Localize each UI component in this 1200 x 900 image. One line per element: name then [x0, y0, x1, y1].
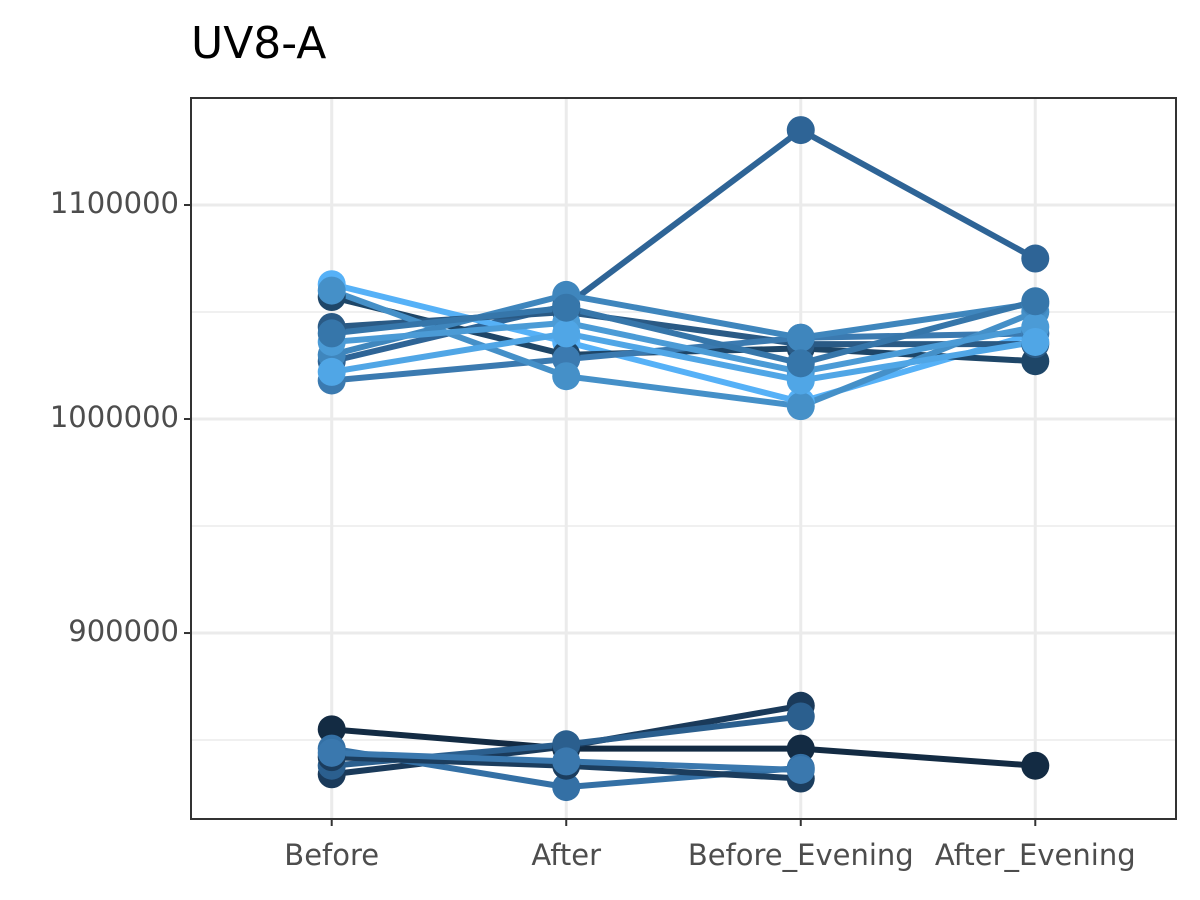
- series-line: [331, 319, 1036, 375]
- point: [552, 293, 581, 322]
- point: [317, 715, 346, 744]
- series-line: [331, 330, 1036, 384]
- series-line: [330, 281, 1037, 405]
- x-tick-label: After: [531, 838, 601, 872]
- point: [786, 116, 815, 145]
- point: [786, 349, 815, 378]
- point: [552, 319, 581, 348]
- point: [317, 738, 346, 767]
- series-line: [330, 291, 1036, 358]
- x-tick-label: Before_Evening: [688, 838, 914, 872]
- series-line: [331, 726, 1036, 769]
- point: [786, 755, 815, 784]
- point: [317, 357, 346, 386]
- point: [786, 392, 815, 421]
- point: [1021, 751, 1050, 780]
- point: [786, 734, 815, 763]
- chart-title: UV8-A: [191, 18, 326, 69]
- panel-border: [190, 97, 1177, 820]
- point: [552, 747, 581, 776]
- series-line: [331, 298, 1037, 367]
- point: [317, 276, 346, 305]
- point: [317, 319, 346, 348]
- y-tick-label: 1100000: [50, 186, 179, 220]
- point: [552, 362, 581, 391]
- point: [1021, 287, 1050, 316]
- point: [1021, 327, 1050, 356]
- x-tick-label: After_Evening: [935, 838, 1136, 872]
- x-tick-label: Before: [284, 838, 379, 872]
- point: [786, 323, 815, 352]
- y-tick-label: 900000: [68, 614, 179, 648]
- point: [552, 773, 581, 802]
- y-tick-label: 1000000: [50, 400, 179, 434]
- point: [786, 702, 815, 731]
- point: [1021, 244, 1050, 273]
